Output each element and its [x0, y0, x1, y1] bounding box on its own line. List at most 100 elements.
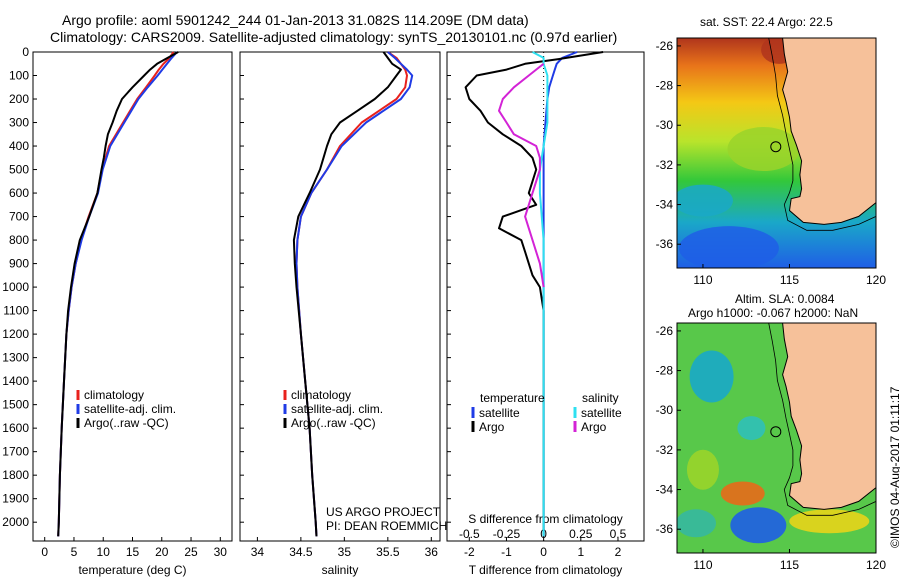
- coastline: [782, 323, 876, 510]
- top-x-tick-label: -0.5: [459, 527, 480, 541]
- y-tick-label: 1700: [2, 445, 29, 459]
- legend-label: climatology: [291, 388, 351, 402]
- map-y-tick-label: -32: [656, 158, 674, 172]
- x-tick-label: 34.5: [289, 545, 313, 559]
- legend-label: satellite: [479, 406, 520, 420]
- map-y-tick-label: -34: [656, 483, 674, 497]
- series-line-climatology: [295, 51, 408, 537]
- sst-map: 110 115 120 -26 -28 -30 -32 -34 -36: [656, 37, 886, 287]
- y-tick-label: 300: [9, 116, 29, 130]
- top-x-tick-label: 0.25: [569, 527, 593, 541]
- land-mass: [782, 323, 876, 510]
- y-tick-label: 1400: [2, 374, 29, 388]
- y-tick-label: 900: [9, 257, 29, 271]
- y-tick-label: 2000: [2, 515, 29, 529]
- x-tick-label: -1: [501, 545, 512, 559]
- profile-panels: 0 5 10 15 20 25 300100200300400500600700800900…: [2, 45, 645, 577]
- x-tick-label: 30: [214, 545, 228, 559]
- x-tick-label: 0: [540, 545, 547, 559]
- maps-layer: 110 115 120 -26 -28 -30 -32 -34 -36 110 115 120 -26 -…: [656, 37, 886, 572]
- panel-frame: [239, 51, 441, 542]
- imos-credit: ©IMOS 04-Aug-2017 01:11:17: [888, 386, 900, 548]
- x-tick-label: 1: [577, 545, 584, 559]
- series-line-salinity-argo: [498, 63, 545, 288]
- map-x-tick-label: 120: [866, 273, 886, 287]
- sla-map-frame: [676, 322, 877, 554]
- legend-label: satellite: [581, 406, 622, 420]
- shelf-contour: [768, 323, 876, 516]
- x-tick-label: 2: [615, 545, 622, 559]
- legend-label: Argo: [581, 420, 607, 434]
- sst-field-patch: [677, 184, 733, 217]
- sla-map-field: [677, 323, 876, 553]
- legend-label: satellite-adj. clim.: [291, 402, 383, 416]
- map-y-tick-label: -32: [656, 443, 674, 457]
- legend-label: satellite-adj. clim.: [84, 402, 176, 416]
- legend-label: Argo(..raw -QC): [84, 416, 169, 430]
- x-axis-label: salinity: [322, 563, 359, 577]
- map-y-tick-label: -36: [656, 237, 674, 251]
- x-tick-label: 25: [184, 545, 198, 559]
- series-line-temperature-argo: [464, 51, 604, 537]
- series-line-climatology: [57, 51, 175, 537]
- y-tick-label: 400: [9, 139, 29, 153]
- y-tick-label: 100: [9, 69, 29, 83]
- y-tick-label: 1000: [2, 280, 29, 294]
- y-tick-label: 1200: [2, 327, 29, 341]
- x-tick-label: 10: [97, 545, 111, 559]
- series-line-argo-raw-qc-: [57, 51, 179, 537]
- x-tick-label: 36: [425, 545, 439, 559]
- x-axis-label: temperature (deg C): [78, 563, 186, 577]
- x-axis-label: T difference from climatology: [469, 563, 623, 577]
- map-x-tick-label: 110: [693, 273, 712, 287]
- series-line-temperature-satellite: [542, 51, 578, 537]
- map-y-tick-label: -34: [656, 198, 674, 212]
- land-mass: [782, 38, 876, 225]
- sla-anomaly-patch: [730, 507, 787, 544]
- y-tick-label: 600: [9, 186, 29, 200]
- header-line1: Argo profile: aoml 5901242_244 01-Jan-20…: [62, 12, 529, 28]
- map-y-tick-label: -28: [656, 364, 674, 378]
- sla-anomaly-patch: [737, 416, 766, 441]
- y-tick-label: 1100: [3, 304, 29, 318]
- sst-map-field: [677, 38, 876, 268]
- series-line-salinity-satellite: [532, 51, 549, 537]
- y-tick-label: 1800: [2, 468, 29, 482]
- map-y-tick-label: -30: [656, 403, 674, 417]
- sst-map-title: sat. SST: 22.4 Argo: 22.5: [700, 15, 833, 29]
- legend-temperature-title: temperature: [480, 391, 545, 405]
- float-position-marker: [770, 141, 782, 153]
- coastline: [782, 38, 876, 225]
- map-y-tick-label: -28: [656, 79, 674, 93]
- map-y-tick-label: -26: [656, 324, 674, 338]
- profile-panel-3: -2 -1 0 1 2 T difference from climatology S di…: [446, 51, 645, 577]
- legend-salinity-title: salinity: [582, 391, 619, 405]
- project-credit-1: US ARGO PROJECT: [326, 505, 441, 519]
- y-tick-label: 0: [22, 45, 29, 59]
- shelf-contour: [768, 38, 876, 231]
- x-tick-label: 5: [71, 545, 78, 559]
- sla-map-title-1: Altim. SLA: 0.0084: [735, 292, 835, 306]
- x-tick-label: 34: [251, 545, 265, 559]
- map-x-tick-label: 115: [780, 273, 799, 287]
- y-tick-label: 1300: [2, 351, 29, 365]
- map-x-tick-label: 120: [866, 558, 886, 572]
- map-x-tick-label: 110: [693, 558, 712, 572]
- x-tick-label: 0: [41, 545, 48, 559]
- x-tick-label: 20: [155, 545, 169, 559]
- y-tick-label: 700: [9, 210, 29, 224]
- top-x-axis-label: S difference from climatology: [468, 512, 623, 526]
- y-tick-label: 1500: [2, 398, 29, 412]
- y-tick-label: 800: [9, 233, 29, 247]
- sla-map: 110 115 120 -26 -28 -30 -32 -34 -36: [656, 322, 886, 572]
- series-line-satellite-adj-clim-: [295, 51, 414, 537]
- project-credit-2: PI: DEAN ROEMMICH: [326, 519, 448, 533]
- series-line-satellite-adj-clim-: [57, 51, 178, 537]
- y-tick-label: 1900: [2, 492, 29, 506]
- x-tick-label: -2: [464, 545, 475, 559]
- series-line-argo-raw-qc-: [292, 51, 402, 537]
- sst-map-frame: [676, 37, 877, 269]
- x-tick-label: 15: [126, 545, 140, 559]
- map-y-tick-label: -36: [656, 522, 674, 536]
